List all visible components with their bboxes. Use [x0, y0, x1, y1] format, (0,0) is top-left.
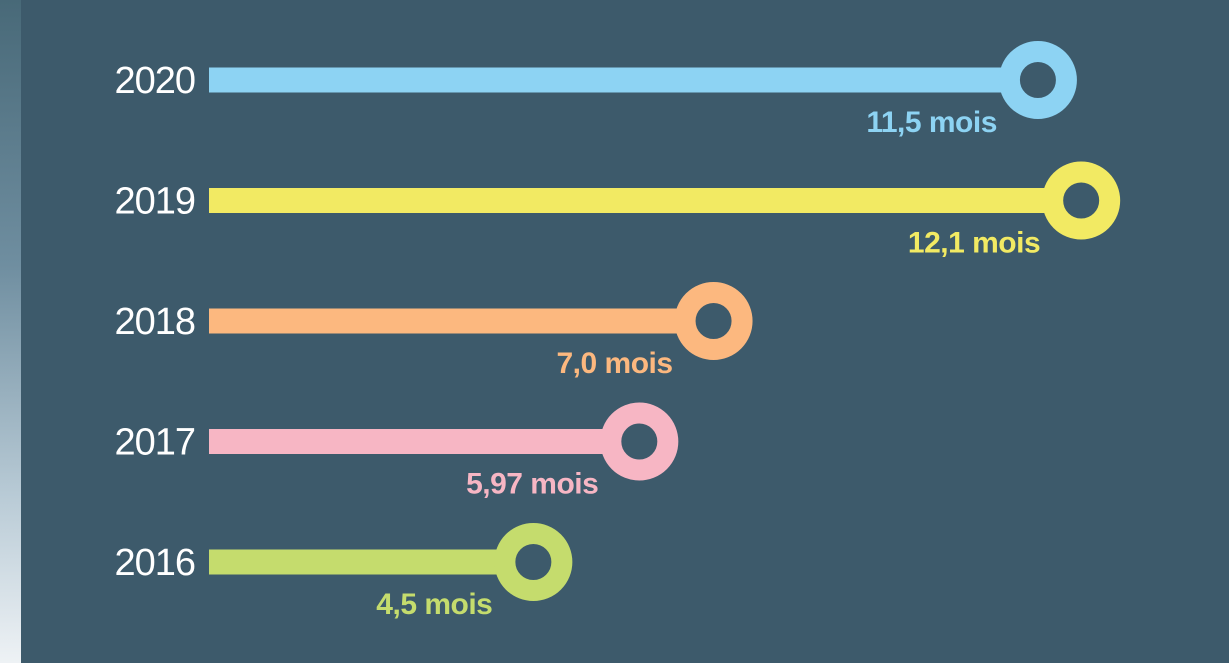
- value-label-2020: 11,5 mois: [866, 106, 997, 139]
- bar-2017: [209, 429, 640, 454]
- bar-2016: [209, 549, 534, 575]
- year-label-2017: 2017: [114, 422, 195, 464]
- bar-end-marker-2019: [1042, 161, 1121, 240]
- left-gradient-strip: [0, 0, 21, 663]
- bar-2020: [209, 67, 1038, 93]
- value-label-2016: 4,5 mois: [376, 588, 492, 621]
- bar-2018: [209, 308, 714, 334]
- bar-end-marker-2020: [998, 41, 1077, 119]
- bar-end-marker-2018: [674, 282, 753, 360]
- year-label-2016: 2016: [114, 542, 195, 584]
- year-label-2018: 2018: [114, 301, 195, 343]
- value-label-2017: 5,97 mois: [466, 468, 598, 501]
- value-label-2019: 12,1 mois: [908, 227, 1040, 260]
- year-label-2020: 2020: [114, 60, 195, 102]
- value-label-2018: 7,0 mois: [556, 347, 672, 380]
- year-label-2019: 2019: [114, 181, 195, 223]
- bar-end-marker-2016: [494, 523, 573, 601]
- bar-2019: [209, 188, 1082, 213]
- bar-end-marker-2017: [600, 402, 679, 481]
